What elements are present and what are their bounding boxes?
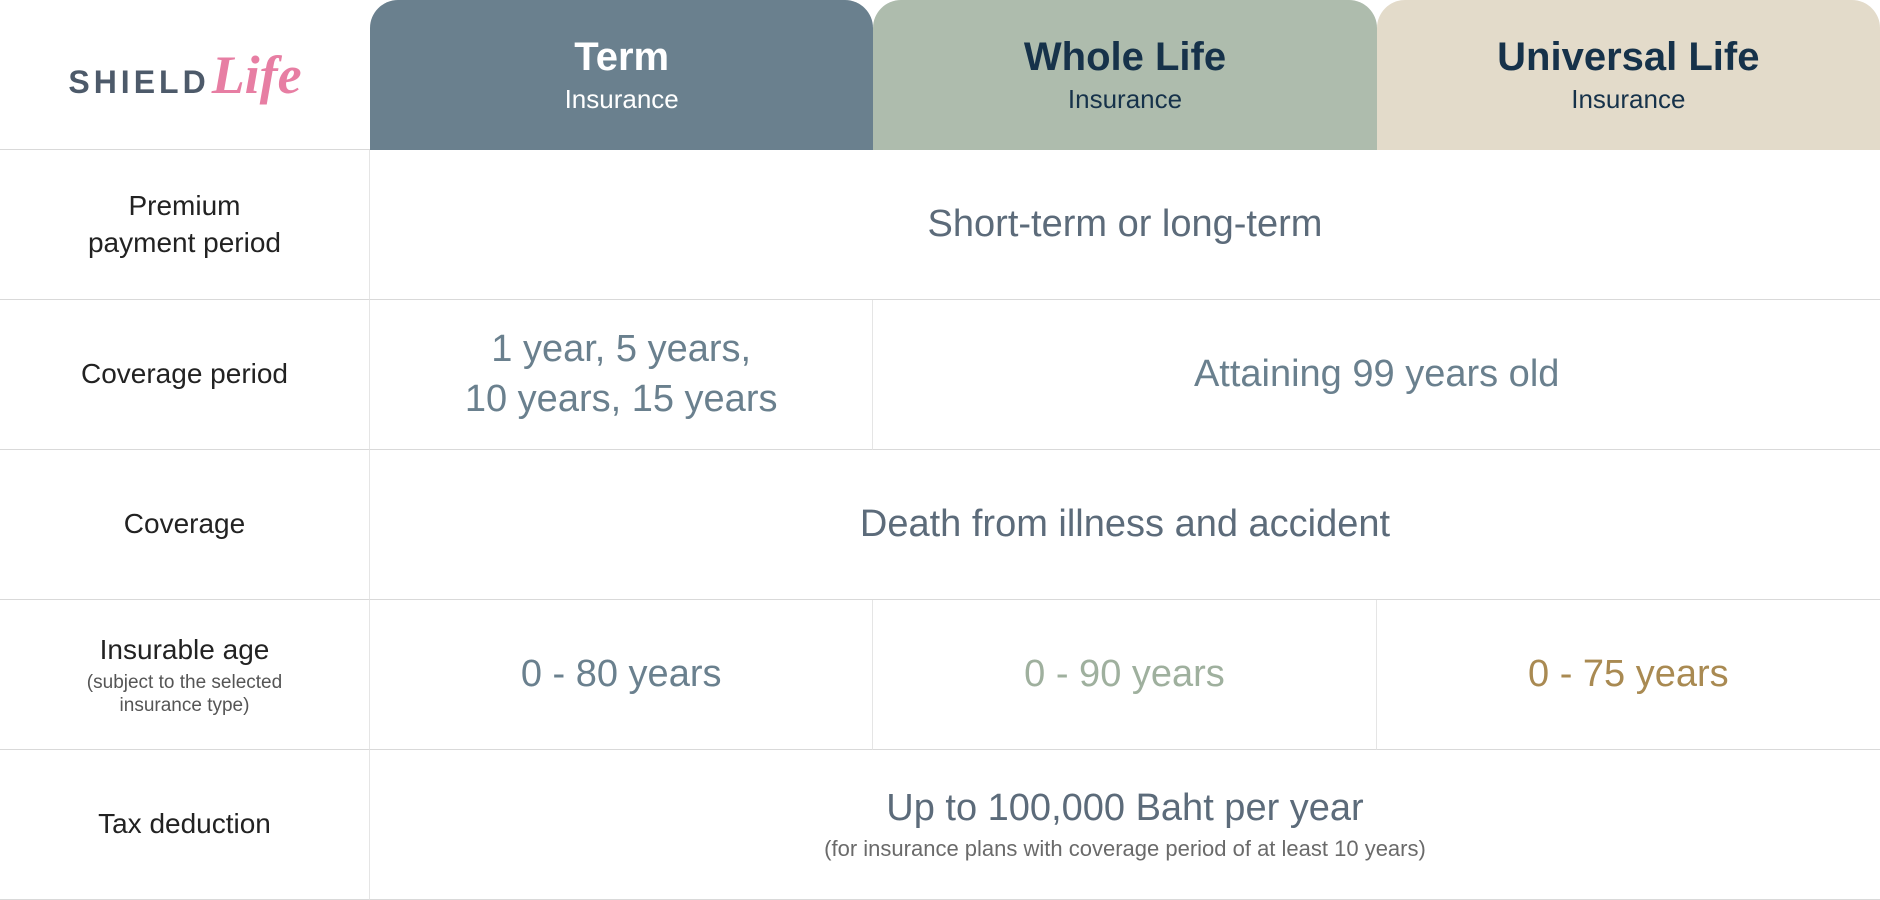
comparison-table: SHIELD Life Term Insurance Whole Life In… <box>0 0 1880 900</box>
label-insurable-age: Insurable age (subject to the selected i… <box>0 600 370 750</box>
label-premium-payment-text: Premium payment period <box>88 188 281 261</box>
label-tax-deduction: Tax deduction <box>0 750 370 900</box>
value-insurable-age-whole-text: 0 - 90 years <box>1024 653 1225 696</box>
value-tax-deduction: Up to 100,000 Baht per year (for insuran… <box>370 750 1880 900</box>
tab-term: Term Insurance <box>370 0 873 150</box>
label-coverage-text: Coverage <box>124 506 245 542</box>
value-premium-payment-text: Short-term or long-term <box>928 203 1323 246</box>
label-insurable-age-text: Insurable age <box>100 632 270 668</box>
tab-whole-life-sub: Insurance <box>1068 84 1182 115</box>
tab-whole-life-title: Whole Life <box>1024 35 1226 80</box>
tab-whole-life: Whole Life Insurance <box>873 0 1376 150</box>
label-coverage-period-text: Coverage period <box>81 356 288 392</box>
brand-logo: SHIELD Life <box>68 44 301 106</box>
logo-part-shield: SHIELD <box>68 64 209 101</box>
value-coverage-period-other-text: Attaining 99 years old <box>1194 353 1559 396</box>
value-insurable-age-term-text: 0 - 80 years <box>521 653 722 696</box>
value-insurable-age-whole: 0 - 90 years <box>873 600 1376 750</box>
logo-cell: SHIELD Life <box>0 0 370 150</box>
label-premium-payment: Premium payment period <box>0 150 370 300</box>
tab-term-sub: Insurance <box>565 84 679 115</box>
value-coverage-period-term: 1 year, 5 years, 10 years, 15 years <box>370 300 873 450</box>
label-insurable-age-sub: (subject to the selected insurance type) <box>87 672 282 718</box>
value-insurable-age-universal-text: 0 - 75 years <box>1528 653 1729 696</box>
value-coverage-period-term-text: 1 year, 5 years, 10 years, 15 years <box>465 325 778 424</box>
label-coverage-period: Coverage period <box>0 300 370 450</box>
label-coverage: Coverage <box>0 450 370 600</box>
value-insurable-age-term: 0 - 80 years <box>370 600 873 750</box>
label-tax-deduction-text: Tax deduction <box>98 806 271 842</box>
value-insurable-age-universal: 0 - 75 years <box>1377 600 1880 750</box>
value-tax-deduction-sub: (for insurance plans with coverage perio… <box>824 836 1426 862</box>
logo-part-life: Life <box>212 44 302 106</box>
value-tax-deduction-text: Up to 100,000 Baht per year <box>886 787 1363 830</box>
value-premium-payment: Short-term or long-term <box>370 150 1880 300</box>
tab-term-title: Term <box>574 35 669 80</box>
value-coverage-period-other: Attaining 99 years old <box>873 300 1880 450</box>
value-coverage-text: Death from illness and accident <box>860 503 1390 546</box>
tab-universal-life-sub: Insurance <box>1571 84 1685 115</box>
value-coverage: Death from illness and accident <box>370 450 1880 600</box>
tab-universal-life: Universal Life Insurance <box>1377 0 1880 150</box>
tab-universal-life-title: Universal Life <box>1497 35 1759 80</box>
